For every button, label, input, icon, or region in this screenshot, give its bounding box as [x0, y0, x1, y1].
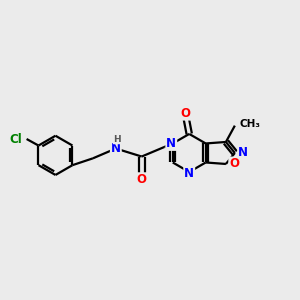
Text: O: O	[229, 158, 239, 170]
Text: N: N	[184, 167, 194, 180]
Text: N: N	[111, 142, 121, 155]
Text: N: N	[238, 146, 248, 160]
Text: CH₃: CH₃	[239, 119, 260, 129]
Text: O: O	[181, 106, 191, 120]
Text: Cl: Cl	[9, 133, 22, 146]
Text: H: H	[113, 134, 121, 143]
Text: N: N	[166, 137, 176, 150]
Text: O: O	[137, 173, 147, 186]
